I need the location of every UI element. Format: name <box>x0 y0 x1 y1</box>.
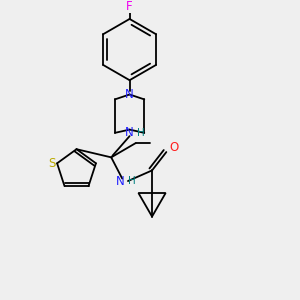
Text: H: H <box>128 176 136 186</box>
Text: F: F <box>126 0 133 13</box>
Text: N: N <box>116 175 125 188</box>
Text: O: O <box>169 142 178 154</box>
Text: S: S <box>49 157 56 170</box>
Text: H: H <box>137 128 145 138</box>
Text: N: N <box>125 126 134 140</box>
Text: N: N <box>125 88 134 101</box>
